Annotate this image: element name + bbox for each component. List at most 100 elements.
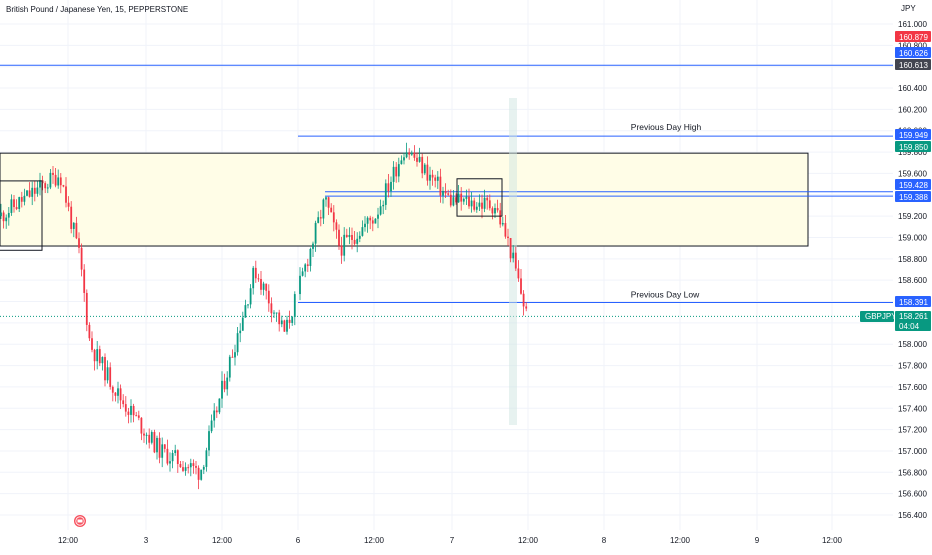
candle-body — [26, 190, 28, 196]
time-tick-label: 12:00 — [364, 536, 385, 545]
price-axis[interactable]: JPY161.000160.800160.600160.400160.20016… — [898, 4, 927, 520]
candle-body — [499, 210, 502, 225]
candle-body — [244, 305, 247, 318]
candle-body — [41, 180, 44, 184]
candle-body — [182, 467, 184, 471]
price-tick-label: 156.400 — [898, 511, 927, 520]
candle-body — [382, 204, 385, 207]
candle-body — [353, 239, 356, 244]
price-tick-label: 157.200 — [898, 426, 927, 435]
candle-body — [174, 450, 177, 453]
candle-body — [236, 333, 239, 353]
candle-body — [49, 172, 52, 188]
candle-body — [137, 415, 140, 418]
supply-demand-zone[interactable] — [0, 152, 809, 247]
candle-body — [91, 338, 93, 350]
candle-body — [208, 431, 210, 451]
candle-body — [20, 197, 23, 202]
candle-body — [260, 278, 262, 290]
left-range-box[interactable] — [0, 180, 43, 251]
candle-body — [267, 290, 270, 304]
candle-body — [358, 235, 361, 239]
candle-body — [135, 415, 138, 417]
candle-body — [93, 349, 96, 362]
candle-body — [507, 236, 509, 239]
candle-body — [106, 367, 109, 381]
price-tags: 160.879 160.626 160.613 159.949 159.850 159.4… — [860, 31, 931, 331]
candle-body — [119, 388, 122, 401]
candle-body — [488, 200, 491, 209]
candle-body — [5, 217, 8, 222]
candle-body — [390, 181, 392, 192]
candle-body — [166, 448, 169, 464]
candle-body — [400, 160, 403, 165]
price-tick-label: 157.600 — [898, 383, 927, 392]
candle-body — [65, 186, 67, 203]
candle-body — [312, 243, 314, 249]
last-price-tag — [895, 311, 931, 331]
candle-body — [145, 434, 148, 436]
candle-body — [205, 450, 208, 467]
price-tick-label: 159.000 — [898, 233, 927, 242]
candle-body — [270, 303, 273, 314]
price-tag-value: 159.388 — [899, 193, 928, 202]
candle-body — [104, 357, 106, 381]
bar-countdown: 04:04 — [899, 322, 920, 331]
candle-body — [291, 317, 294, 323]
candle-body — [288, 319, 291, 323]
candle-body — [223, 380, 226, 390]
candle-body — [340, 245, 343, 256]
candle-body — [156, 437, 158, 453]
candle-body — [132, 405, 135, 416]
candle-body — [124, 404, 127, 412]
candle-body — [447, 193, 450, 195]
candle-body — [455, 197, 457, 203]
horizontal-levels[interactable] — [0, 64, 893, 317]
price-tick-label: 161.000 — [898, 20, 927, 29]
candle-body — [319, 217, 322, 219]
time-axis[interactable]: 12:00 3 12:00 6 12:00 7 12:00 8 12:00 9 12:00 — [58, 536, 843, 545]
price-tag — [895, 129, 931, 140]
candle-body — [475, 206, 478, 210]
price-tick-label: 160.200 — [898, 105, 927, 114]
candle-body — [18, 197, 21, 209]
price-tag-value: 160.626 — [899, 49, 928, 58]
price-tick-label: 157.000 — [898, 447, 927, 456]
candle-body — [85, 292, 88, 325]
candle-body — [265, 283, 268, 291]
price-tag — [895, 141, 931, 152]
candle-body — [517, 268, 520, 279]
candle-body — [418, 156, 421, 162]
price-tag — [895, 47, 931, 58]
candle-body — [436, 176, 439, 181]
candle-body — [423, 164, 426, 174]
candle-body — [31, 187, 34, 197]
candle-body — [80, 247, 83, 270]
candle-body — [514, 252, 517, 269]
candle-body — [83, 269, 86, 293]
candle-body — [356, 238, 359, 244]
candle-body — [379, 206, 382, 215]
candle-body — [361, 227, 364, 236]
candle-body — [465, 196, 468, 199]
candle-body — [273, 312, 275, 314]
candle-body — [384, 183, 387, 205]
candle-body — [520, 278, 522, 294]
candle-body — [169, 461, 171, 464]
candle-body — [44, 183, 47, 189]
previous-day-high-label: Previous Day High — [631, 122, 702, 132]
candle-body — [501, 223, 504, 225]
candle-body — [88, 324, 91, 339]
economic-event-icon[interactable] — [74, 515, 86, 527]
consolidation-box[interactable] — [456, 178, 503, 217]
candle-body — [78, 238, 80, 248]
candle-body — [202, 466, 205, 470]
candle-body — [408, 152, 411, 155]
candle-body — [171, 452, 174, 462]
candle-body — [478, 202, 481, 207]
candle-body — [322, 199, 325, 219]
candle-body — [512, 252, 515, 259]
candle-body — [473, 200, 476, 210]
